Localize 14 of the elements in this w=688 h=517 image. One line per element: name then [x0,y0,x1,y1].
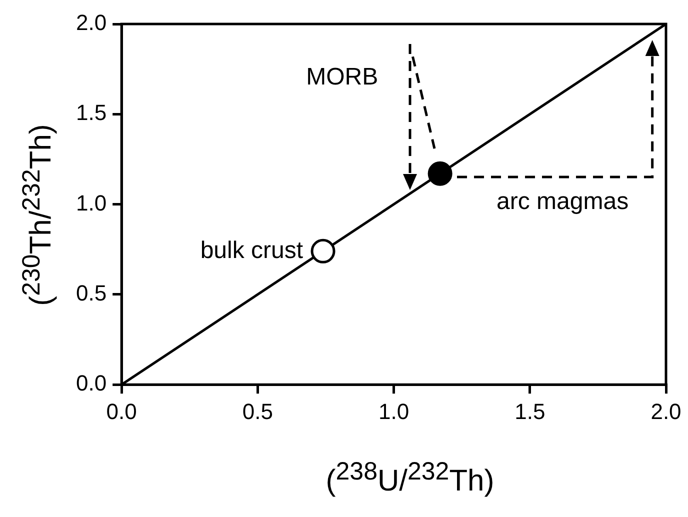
x-tick-label: 2.0 [650,398,682,424]
x-axis-title: ($^{238}$U/$^{232}$Th) [326,458,494,498]
annotation: MORB [306,64,378,91]
y-tick-label: 2.0 [76,10,107,36]
annotation: arc magmas [496,188,629,216]
x-tick-label: 0.5 [242,398,273,424]
x-tick-label: 1.5 [514,398,546,424]
y-tick-label: 1.0 [76,190,107,216]
y-tick-label: 0.0 [76,370,107,396]
y-tick-label: 1.5 [76,100,107,126]
annotation: bulk crust [200,236,304,264]
x-tick-label: 1.0 [378,398,410,424]
y-tick-label: 0.5 [76,280,107,306]
x-tick-label: 0.0 [106,398,137,424]
